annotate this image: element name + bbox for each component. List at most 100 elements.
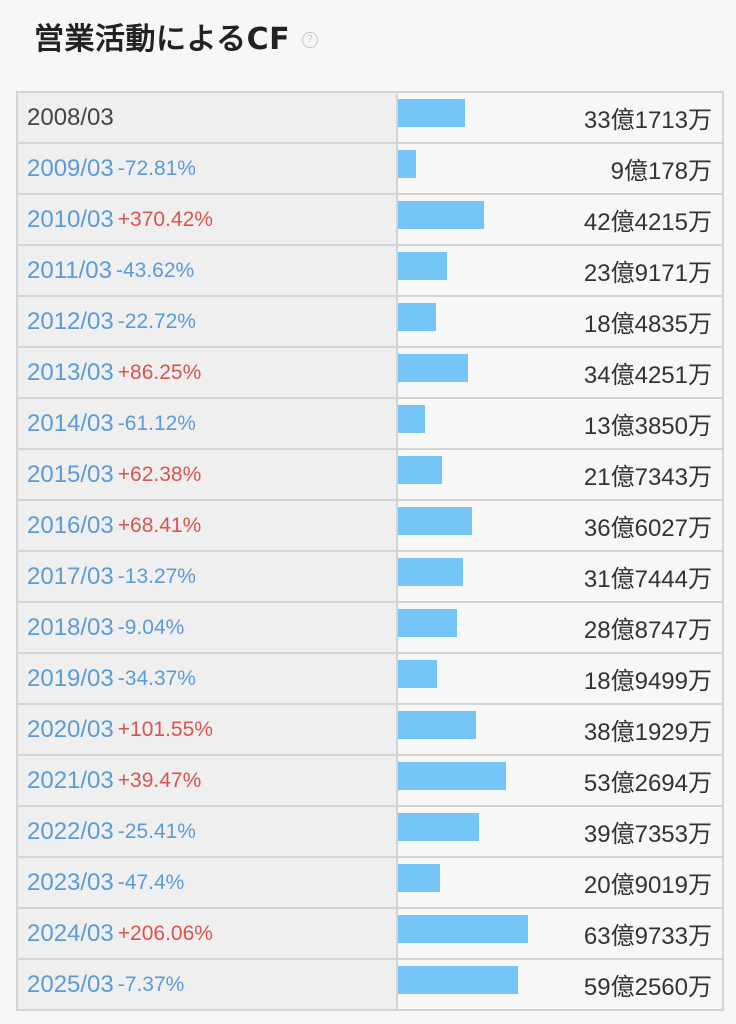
amount-value: 38億1929万 <box>583 719 712 746</box>
amount-value: 28億8747万 <box>583 617 712 644</box>
year-cell: 2017/03 -13.27% <box>18 552 396 601</box>
year-cell: 2024/03 +206.06% <box>18 909 396 958</box>
value-cell: 18億4835万 <box>398 297 722 346</box>
amount-value: 23億9171万 <box>583 260 712 287</box>
value-bar <box>398 456 442 484</box>
yoy-change: +62.38% <box>117 462 202 486</box>
table-row: 2022/03 -25.41% 39億7353万 <box>18 807 722 856</box>
value-bar <box>398 660 437 688</box>
yoy-change: -7.37% <box>117 972 185 996</box>
amount-value: 42億4215万 <box>583 209 712 236</box>
value-cell: 38億1929万 <box>398 705 722 754</box>
table-row: 2010/03 +370.42% 42億4215万 <box>18 195 722 244</box>
year-cell: 2019/03 -34.37% <box>18 654 396 703</box>
value-bar <box>398 303 436 331</box>
value-cell: 53億2694万 <box>398 756 722 805</box>
amount-value: 21億7343万 <box>583 464 712 491</box>
amount-value: 53億2694万 <box>583 770 712 797</box>
amount-value: 36億6027万 <box>583 515 712 542</box>
table-row: 2011/03 -43.62% 23億9171万 <box>18 246 722 295</box>
amount-value: 31億7444万 <box>583 566 712 593</box>
value-cell: 34億4251万 <box>398 348 722 397</box>
value-cell: 31億7444万 <box>398 552 722 601</box>
yoy-change: -25.41% <box>117 819 196 843</box>
value-bar <box>398 201 484 229</box>
yoy-change: -22.72% <box>117 309 196 333</box>
cash-flow-table: 2008/03 33億1713万 2009/03 -72.81% 9億178万 2010/… <box>16 91 724 1011</box>
fiscal-year: 2023/03 <box>27 868 114 896</box>
value-cell: 9億178万 <box>398 144 722 193</box>
yoy-change: -9.04% <box>117 615 185 639</box>
question-circle-icon[interactable]: ? <box>302 32 319 48</box>
value-bar <box>398 864 440 892</box>
value-bar <box>398 558 463 586</box>
fiscal-year: 2020/03 <box>27 715 114 743</box>
value-cell: 63億9733万 <box>398 909 722 958</box>
amount-value: 34億4251万 <box>583 362 712 389</box>
table-row: 2016/03 +68.41% 36億6027万 <box>18 501 722 550</box>
table-row: 2024/03 +206.06% 63億9733万 <box>18 909 722 958</box>
year-cell: 2011/03 -43.62% <box>18 246 396 295</box>
table-row: 2015/03 +62.38% 21億7343万 <box>18 450 722 499</box>
amount-value: 18億4835万 <box>583 311 712 338</box>
amount-value: 59億2560万 <box>583 974 712 1001</box>
table-row: 2018/03 -9.04% 28億8747万 <box>18 603 722 652</box>
amount-value: 39億7353万 <box>583 821 712 848</box>
table-row: 2009/03 -72.81% 9億178万 <box>18 144 722 193</box>
fiscal-year: 2017/03 <box>27 562 114 590</box>
amount-value: 18億9499万 <box>583 668 712 695</box>
value-bar <box>398 252 447 280</box>
yoy-change: +206.06% <box>117 921 213 945</box>
value-cell: 13億3850万 <box>398 399 722 448</box>
yoy-change: +86.25% <box>117 360 202 384</box>
year-cell: 2020/03 +101.55% <box>18 705 396 754</box>
fiscal-year: 2015/03 <box>27 460 114 488</box>
table-row: 2025/03 -7.37% 59億2560万 <box>18 960 722 1009</box>
table-row: 2021/03 +39.47% 53億2694万 <box>18 756 722 805</box>
value-bar <box>398 966 518 994</box>
table-row: 2012/03 -22.72% 18億4835万 <box>18 297 722 346</box>
year-cell: 2008/03 <box>18 93 396 142</box>
yoy-change: -13.27% <box>117 564 196 588</box>
value-cell: 39億7353万 <box>398 807 722 856</box>
value-cell: 42億4215万 <box>398 195 722 244</box>
amount-value: 33億1713万 <box>583 107 712 134</box>
fiscal-year: 2012/03 <box>27 307 114 335</box>
value-cell: 59億2560万 <box>398 960 722 1009</box>
table-row: 2023/03 -47.4% 20億9019万 <box>18 858 722 907</box>
value-bar <box>398 762 506 790</box>
value-cell: 20億9019万 <box>398 858 722 907</box>
yoy-change: -43.62% <box>115 258 195 282</box>
year-cell: 2023/03 -47.4% <box>18 858 396 907</box>
yoy-change: -47.4% <box>117 870 185 894</box>
year-cell: 2016/03 +68.41% <box>18 501 396 550</box>
year-cell: 2012/03 -22.72% <box>18 297 396 346</box>
year-cell: 2022/03 -25.41% <box>18 807 396 856</box>
value-cell: 21億7343万 <box>398 450 722 499</box>
fiscal-year: 2009/03 <box>27 154 114 182</box>
value-cell: 28億8747万 <box>398 603 722 652</box>
amount-value: 20億9019万 <box>583 872 712 899</box>
fiscal-year: 2008/03 <box>27 103 114 131</box>
yoy-change: +370.42% <box>117 207 213 231</box>
year-cell: 2021/03 +39.47% <box>18 756 396 805</box>
year-cell: 2013/03 +86.25% <box>18 348 396 397</box>
year-cell: 2015/03 +62.38% <box>18 450 396 499</box>
yoy-change: -72.81% <box>117 156 196 180</box>
fiscal-year: 2010/03 <box>27 205 114 233</box>
value-bar <box>398 354 468 382</box>
value-cell: 18億9499万 <box>398 654 722 703</box>
value-cell: 23億9171万 <box>398 246 722 295</box>
year-cell: 2010/03 +370.42% <box>18 195 396 244</box>
value-bar <box>398 405 425 433</box>
fiscal-year: 2021/03 <box>27 766 114 794</box>
value-bar <box>398 609 457 637</box>
yoy-change: -61.12% <box>117 411 196 435</box>
fiscal-year: 2013/03 <box>27 358 114 386</box>
fiscal-year: 2024/03 <box>27 919 114 947</box>
year-cell: 2018/03 -9.04% <box>18 603 396 652</box>
fiscal-year: 2022/03 <box>27 817 114 845</box>
table-row: 2014/03 -61.12% 13億3850万 <box>18 399 722 448</box>
fiscal-year: 2018/03 <box>27 613 114 641</box>
value-bar <box>398 813 479 841</box>
